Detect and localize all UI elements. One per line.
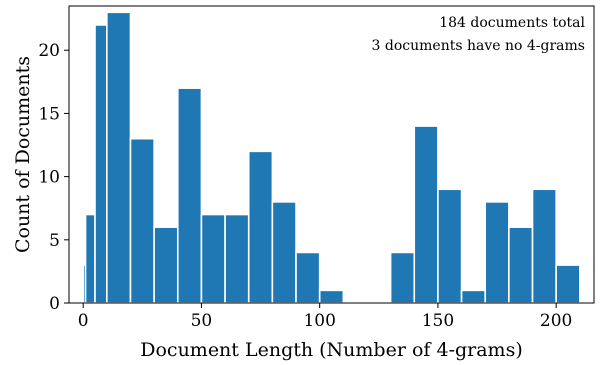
y-axis-ticks: 0 5 10 15 20 xyxy=(38,41,69,314)
histogram-bar xyxy=(484,201,510,304)
histogram-bar xyxy=(200,213,226,304)
histogram-bar xyxy=(153,226,179,304)
y-tick-label: 20 xyxy=(38,41,60,61)
histogram-bar xyxy=(271,201,297,304)
y-tick-label: 0 xyxy=(49,294,60,314)
bars-group xyxy=(82,11,581,304)
plot-frame xyxy=(68,5,595,304)
y-tick-label: 15 xyxy=(38,104,60,124)
x-tick-label: 100 xyxy=(303,311,335,331)
histogram-bar xyxy=(460,289,487,304)
histogram-bar xyxy=(437,188,463,304)
y-axis-label: Count of Documents xyxy=(12,56,34,253)
histogram-bar xyxy=(555,264,581,304)
histogram-bar xyxy=(531,188,557,304)
x-tick-label: 200 xyxy=(540,311,572,331)
x-tick-label: 50 xyxy=(191,311,213,331)
x-axis-label: Document Length (Number of 4-grams) xyxy=(140,339,523,361)
histogram-bar xyxy=(106,11,132,304)
histogram-bar xyxy=(94,24,108,304)
histogram-bar xyxy=(176,87,203,304)
x-tick-label: 0 xyxy=(78,311,89,331)
y-tick-label: 10 xyxy=(38,168,60,188)
histogram-bar xyxy=(224,213,250,304)
histogram-bar xyxy=(318,289,345,304)
histogram-bar xyxy=(84,213,96,304)
histogram-bar xyxy=(508,226,534,304)
annotation-total-documents: 184 documents total xyxy=(439,15,585,31)
histogram-bar xyxy=(247,150,274,304)
histogram-bar xyxy=(413,125,439,304)
annotation-no-4grams: 3 documents have no 4-grams xyxy=(372,38,585,54)
histogram-bar xyxy=(295,251,321,304)
histogram-bar xyxy=(129,137,155,304)
y-tick-label: 5 xyxy=(49,231,60,251)
x-tick-label: 150 xyxy=(422,311,454,331)
x-axis-ticks: 0 50 100 150 200 xyxy=(78,303,572,331)
histogram-bar xyxy=(389,251,416,304)
